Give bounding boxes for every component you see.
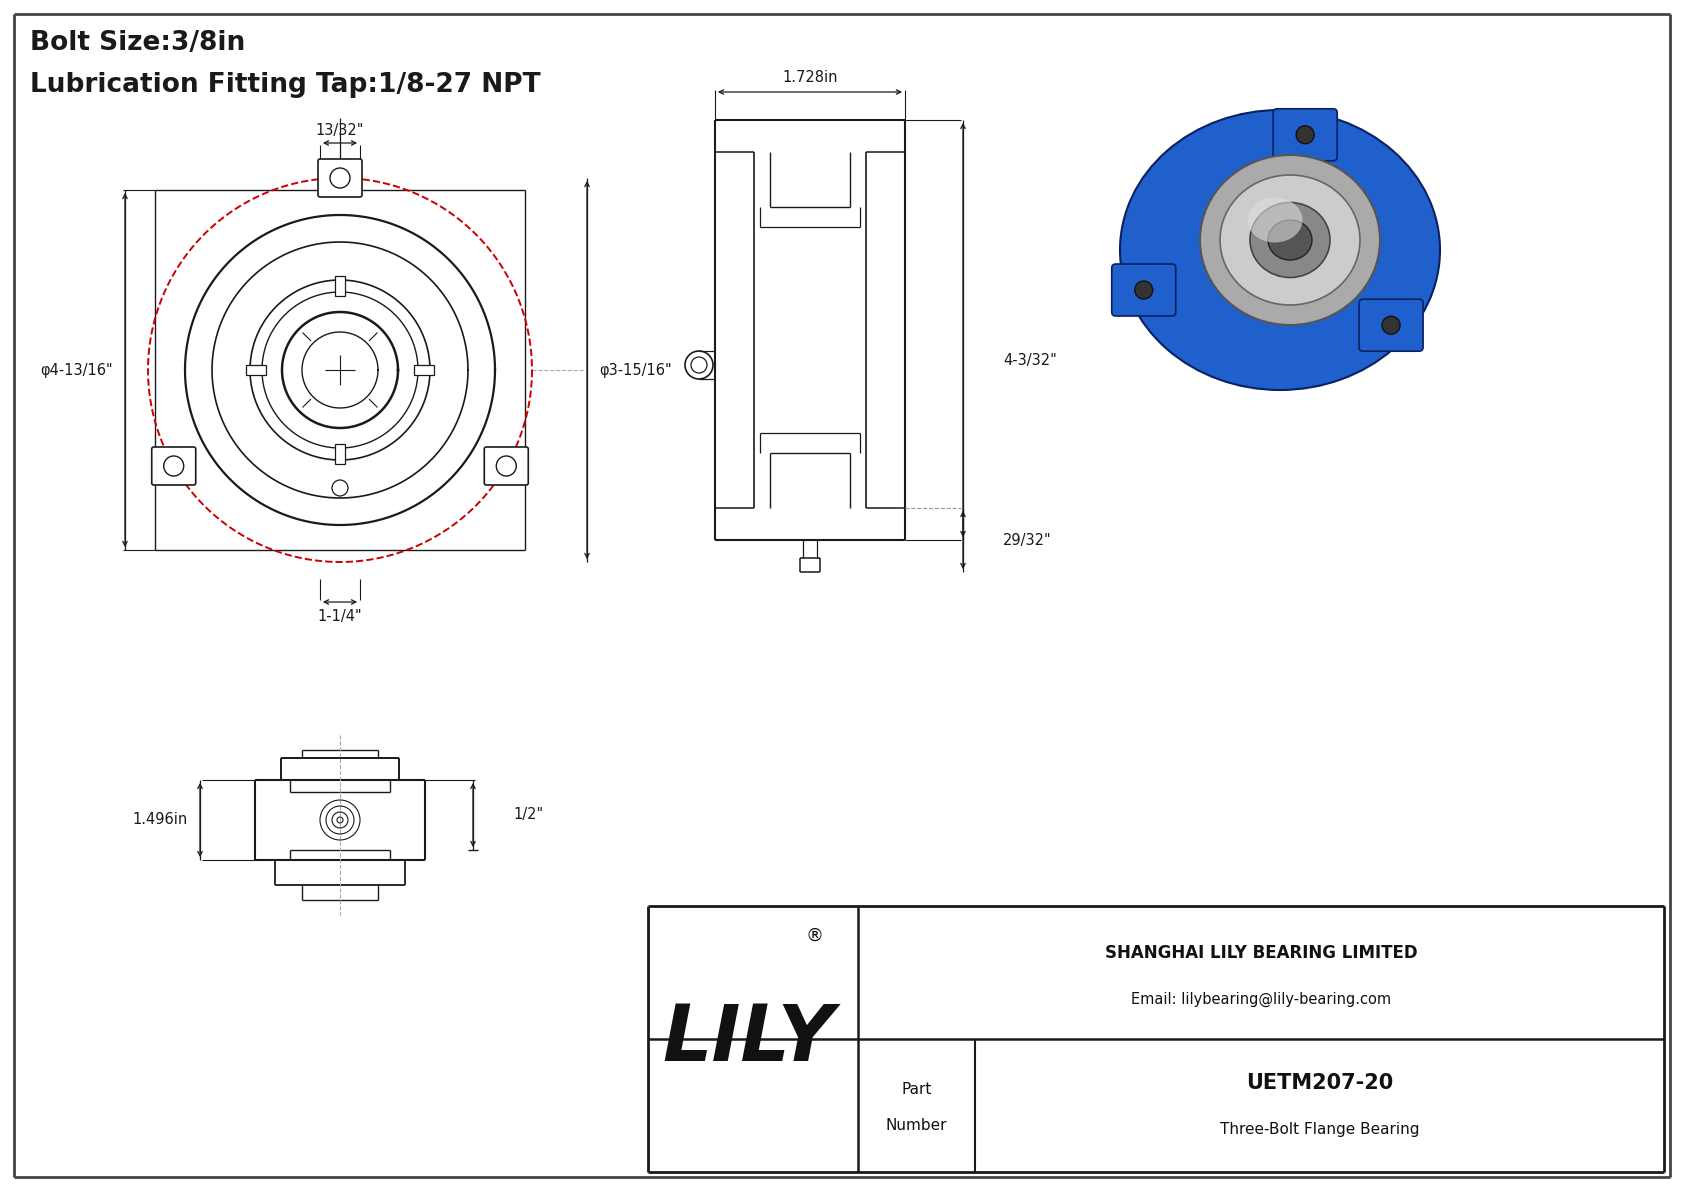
Text: Email: lilybearing@lily-bearing.com: Email: lilybearing@lily-bearing.com [1132,991,1391,1006]
Circle shape [1135,281,1154,299]
Text: 1.496in: 1.496in [133,812,189,828]
Text: Part: Part [901,1083,931,1097]
Text: ®: ® [807,927,823,944]
Bar [246,364,266,375]
FancyBboxPatch shape [1273,108,1337,161]
FancyBboxPatch shape [318,160,362,197]
FancyBboxPatch shape [1111,264,1175,316]
Ellipse shape [1219,175,1361,305]
Text: UETM207-20: UETM207-20 [1246,1073,1393,1093]
Text: Bolt Size:3/8in: Bolt Size:3/8in [30,30,246,56]
Ellipse shape [1120,110,1440,389]
FancyBboxPatch shape [152,447,195,485]
Ellipse shape [1201,155,1379,325]
Ellipse shape [1248,198,1302,243]
Text: Number: Number [886,1118,946,1133]
Ellipse shape [1250,202,1330,278]
Bar [414,364,434,375]
Text: 1-1/4": 1-1/4" [318,609,362,624]
Text: 29/32": 29/32" [1004,532,1051,548]
Text: 1/2": 1/2" [514,807,544,823]
Text: Three-Bolt Flange Bearing: Three-Bolt Flange Bearing [1219,1122,1420,1137]
Text: 13/32": 13/32" [317,124,364,138]
Text: Lubrication Fitting Tap:1/8-27 NPT: Lubrication Fitting Tap:1/8-27 NPT [30,71,541,98]
Circle shape [1297,126,1314,144]
Text: 1.728in: 1.728in [783,70,837,86]
Bar [335,444,345,464]
Ellipse shape [1268,220,1312,260]
Bar [335,276,345,297]
Text: φ4-13/16": φ4-13/16" [40,362,113,378]
FancyBboxPatch shape [1359,299,1423,351]
Text: LILY: LILY [662,1000,834,1077]
Circle shape [1383,316,1399,335]
Text: φ3-15/16": φ3-15/16" [600,362,672,378]
FancyBboxPatch shape [485,447,529,485]
Text: 4-3/32": 4-3/32" [1004,353,1058,368]
Text: SHANGHAI LILY BEARING LIMITED: SHANGHAI LILY BEARING LIMITED [1105,943,1418,961]
